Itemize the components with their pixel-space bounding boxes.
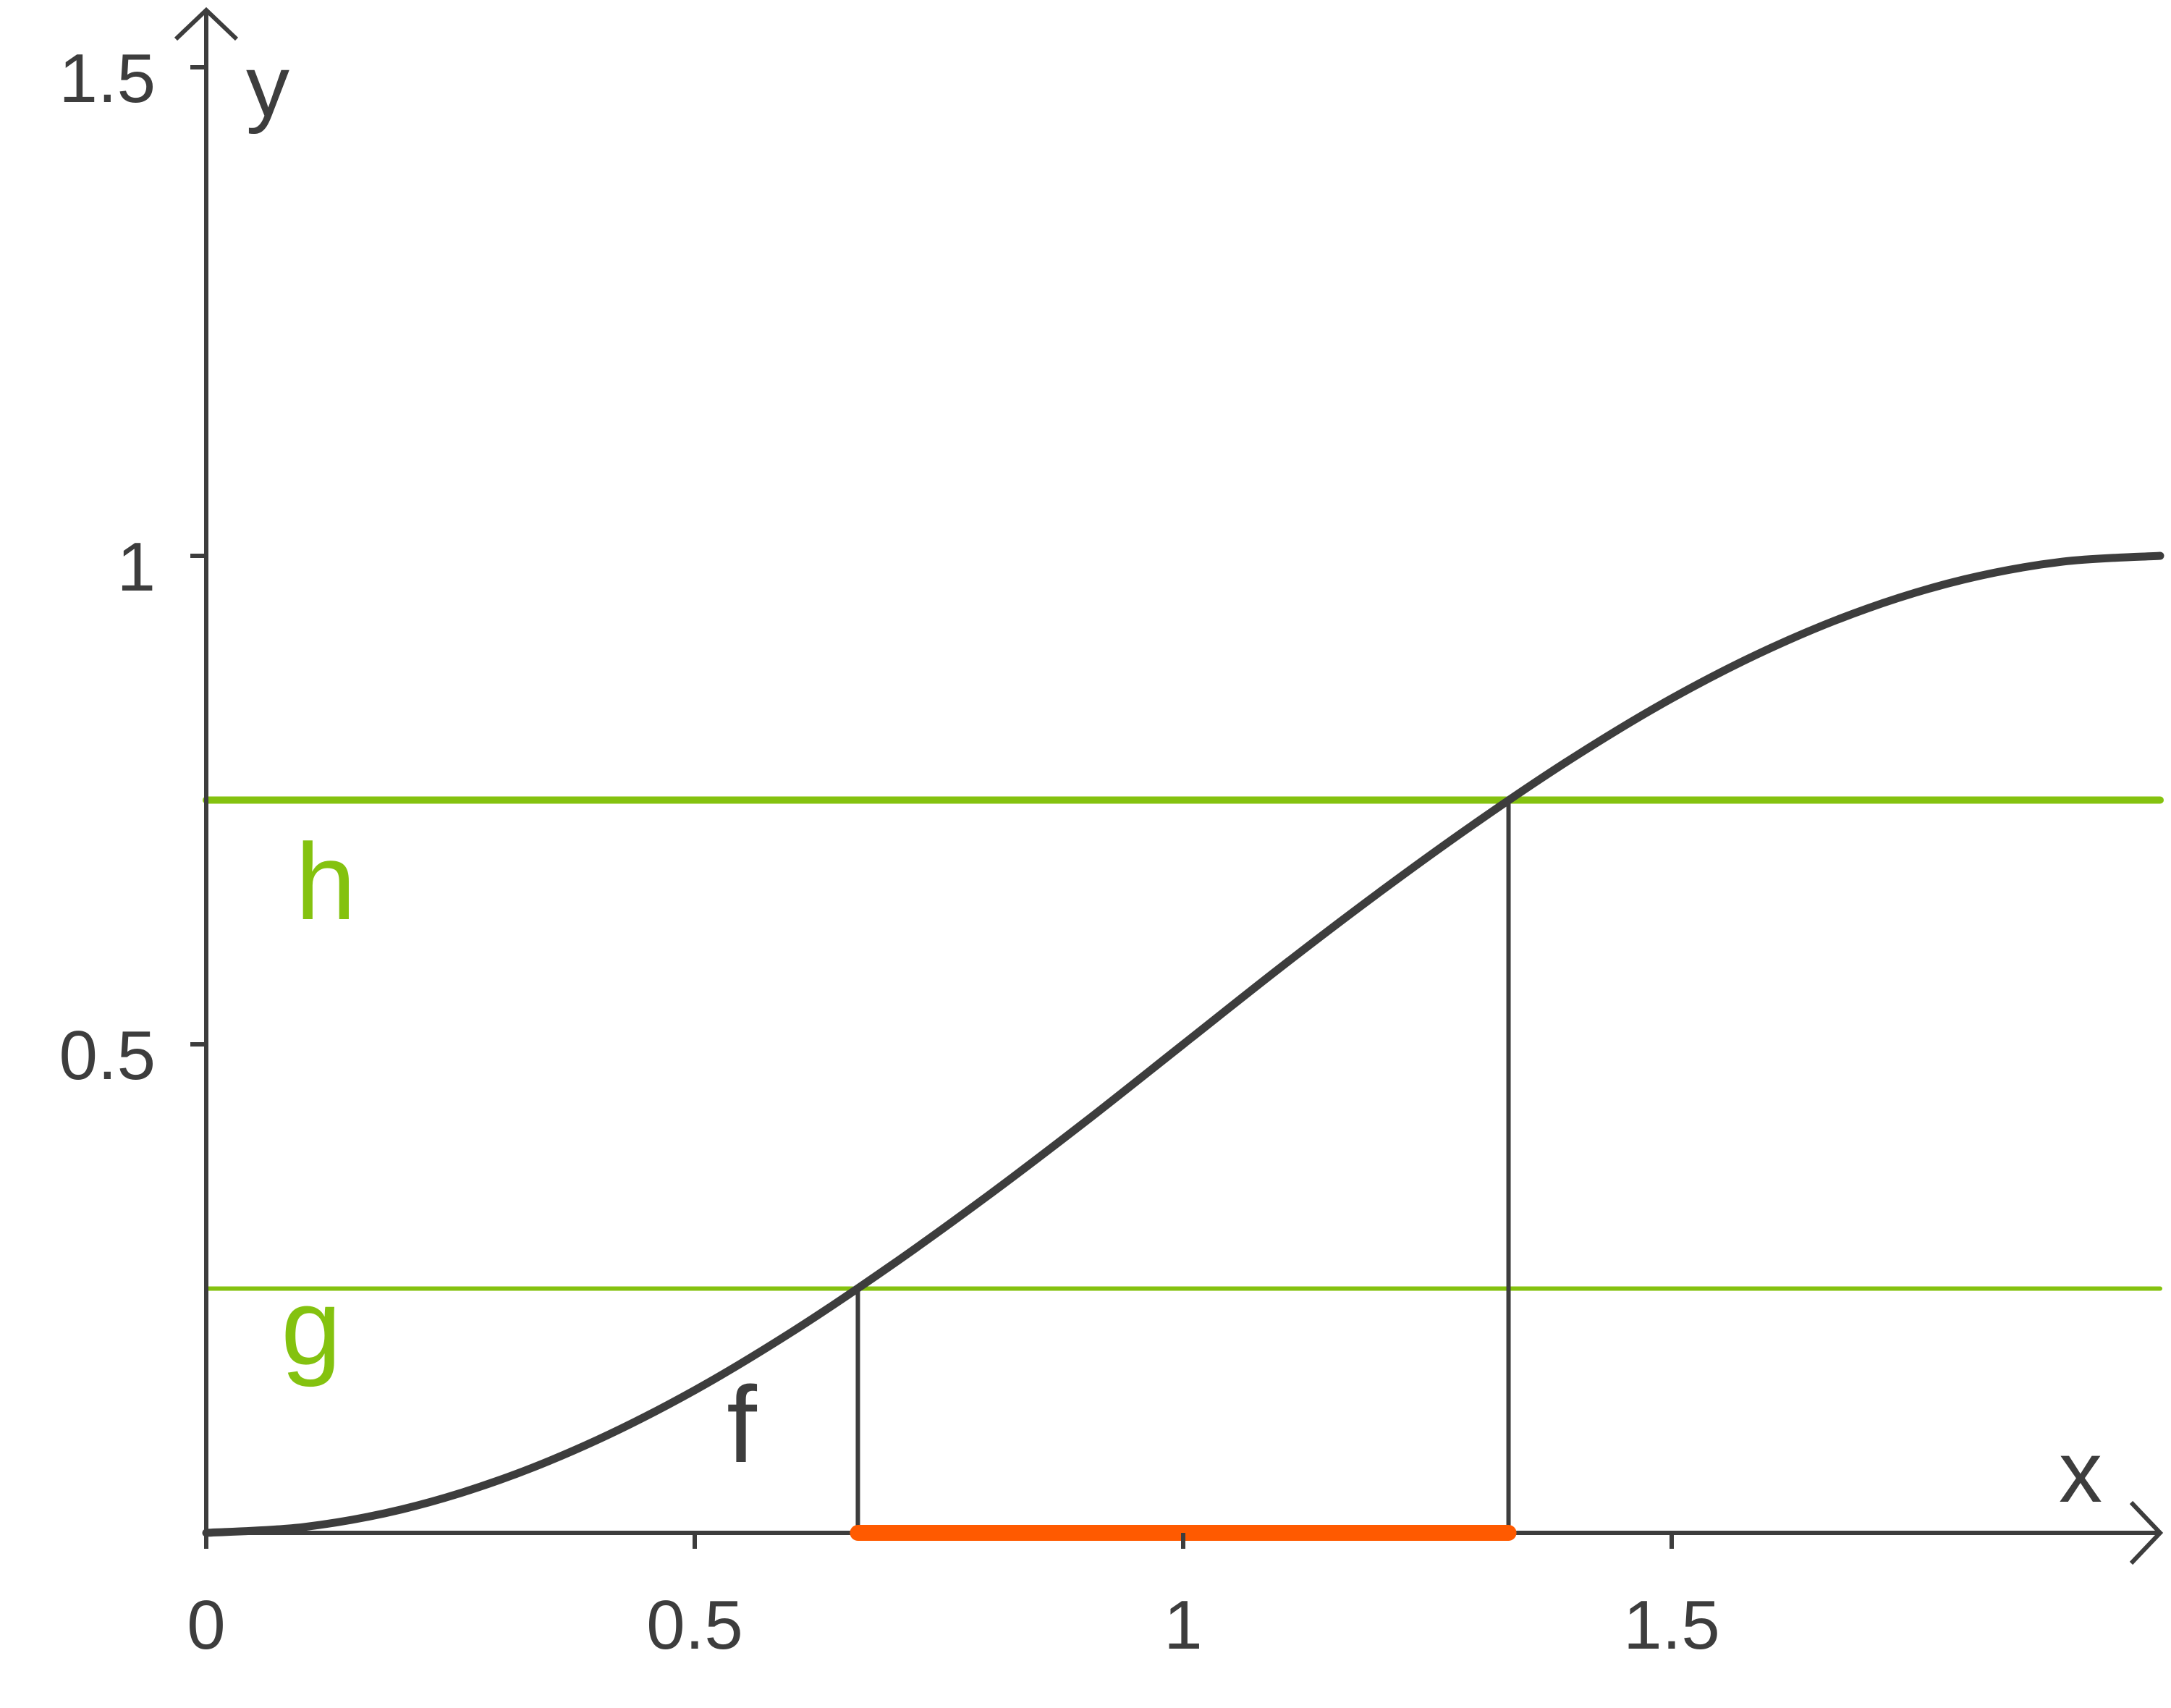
- axis-tick-labels: 0 0.5 1 1.5 0.5 1 1.5: [59, 40, 1720, 1664]
- label-g: g: [281, 1266, 341, 1387]
- y-axis-arrowhead: [174, 7, 239, 41]
- axis-ticks: [190, 65, 1674, 1549]
- y-tick-label: 1.5: [59, 40, 156, 117]
- y-tick-label: 0.5: [59, 1017, 156, 1094]
- x-tick-label: 0: [187, 1586, 225, 1664]
- x-axis-label: x: [2059, 1424, 2102, 1521]
- x-axis-arrowhead: [2129, 1500, 2164, 1565]
- label-h: h: [295, 821, 355, 942]
- y-tick-label: 1: [117, 528, 156, 606]
- x-tick-label: 0.5: [646, 1586, 742, 1664]
- x-tick-label: 1: [1164, 1586, 1202, 1664]
- curve-f: [202, 551, 2164, 1537]
- x-tick-label: 1.5: [1623, 1586, 1719, 1664]
- y-axis-label: y: [246, 38, 289, 135]
- label-f: f: [727, 1364, 757, 1485]
